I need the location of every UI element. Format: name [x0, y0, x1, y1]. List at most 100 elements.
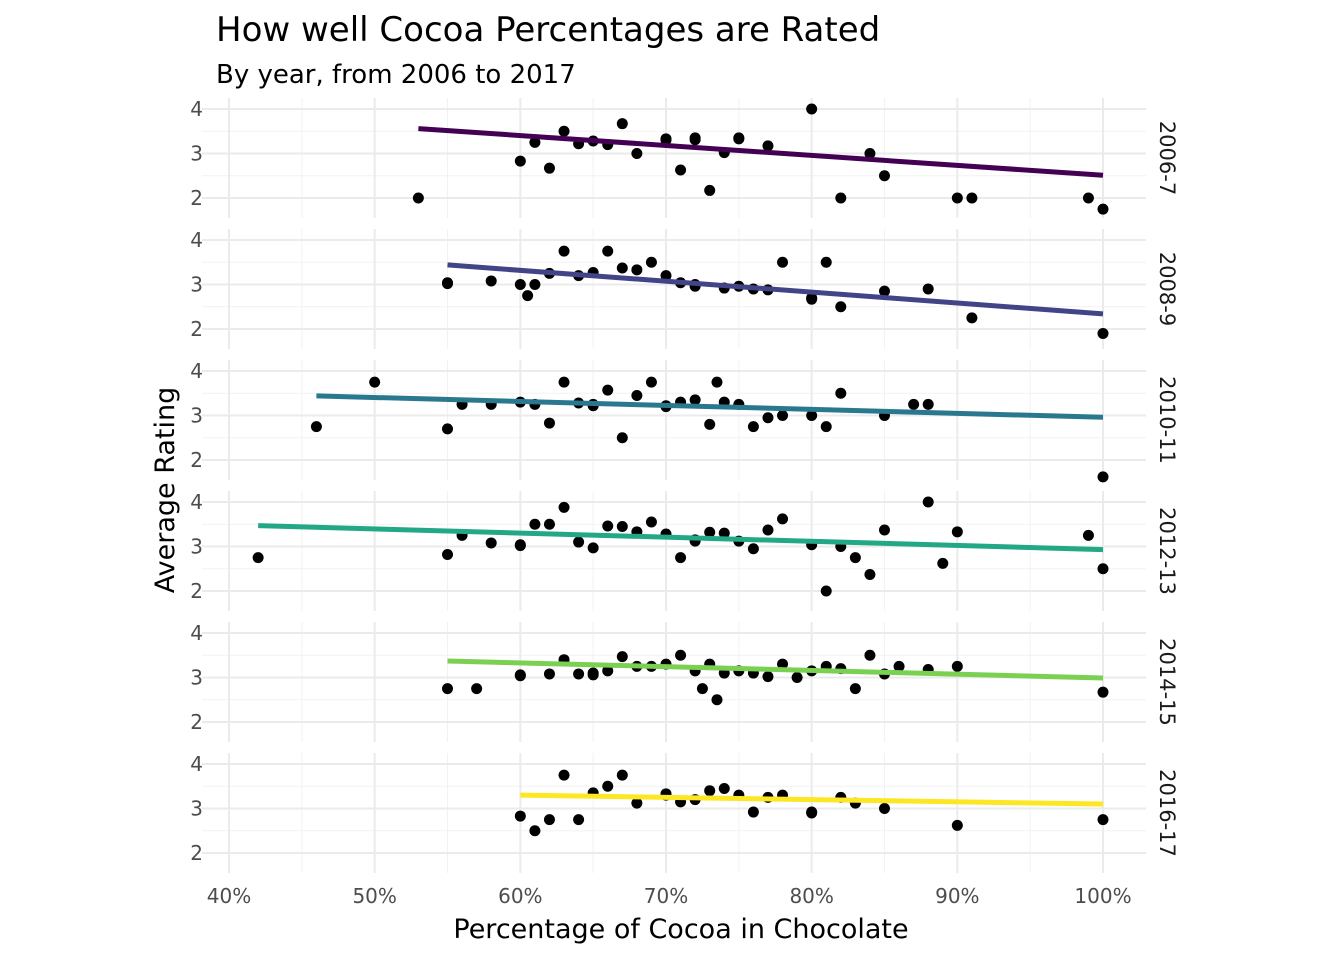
data-point [529, 136, 541, 148]
y-tick-label: 3 [190, 273, 203, 297]
data-point [602, 780, 614, 792]
data-point [747, 421, 759, 433]
facet-strip-label: 2010-11 [1155, 376, 1179, 464]
data-point [543, 162, 555, 174]
x-tick-label: 70% [644, 884, 688, 908]
data-point [762, 412, 774, 424]
y-tick-label: 2 [190, 186, 203, 210]
data-point [704, 418, 716, 430]
y-tick-label: 4 [190, 621, 203, 645]
trend-line [447, 262, 1104, 317]
data-point [1097, 686, 1109, 698]
data-point [689, 394, 701, 406]
data-point [543, 417, 555, 429]
data-point [922, 283, 934, 295]
data-point [806, 807, 818, 819]
data-point [558, 376, 570, 388]
facet-strip-label: 2016-17 [1155, 769, 1179, 857]
data-point [777, 256, 789, 268]
data-point [442, 683, 453, 695]
y-axis-title: Average Rating [150, 387, 181, 594]
data-point [951, 526, 963, 538]
data-point [711, 376, 723, 388]
data-point [514, 810, 526, 822]
data-point [879, 285, 890, 297]
x-tick-label: 80% [789, 884, 833, 908]
x-axis: 40% 50% 60% 70% 80% 90% 100% [207, 884, 1132, 908]
data-point [951, 819, 963, 831]
data-point [762, 140, 774, 152]
data-point [602, 665, 614, 677]
data-point [645, 516, 657, 528]
data-point [689, 134, 701, 146]
data-point [820, 256, 832, 268]
data-point [558, 125, 570, 137]
data-point [951, 192, 963, 204]
data-point [522, 290, 534, 302]
facet-strip-label: 2012-13 [1155, 507, 1179, 595]
data-point [660, 270, 672, 282]
data-point [514, 279, 526, 290]
data-point [908, 398, 920, 410]
data-point [777, 513, 789, 525]
y-tick-label: 2 [190, 448, 203, 472]
data-point [893, 660, 905, 672]
data-point [616, 769, 628, 781]
y-tick-label: 2 [190, 841, 203, 865]
y-tick-label: 3 [190, 142, 203, 166]
data-point [820, 421, 832, 433]
data-point [864, 148, 876, 159]
data-point [1082, 529, 1094, 541]
data-point [573, 668, 585, 680]
data-point [543, 518, 555, 530]
trend-line [258, 523, 1104, 553]
x-axis-title: Percentage of Cocoa in Chocolate [453, 914, 908, 945]
chart-title: How well Cocoa Percentages are Rated [216, 10, 880, 50]
data-point [645, 376, 657, 388]
facet-strip-label: 2008-9 [1155, 252, 1179, 326]
x-tick-label: 100% [1074, 884, 1131, 908]
y-tick-label: 2 [190, 579, 203, 603]
data-point [711, 694, 723, 706]
x-tick-label: 40% [207, 884, 251, 908]
data-point [849, 552, 861, 564]
data-point [879, 524, 890, 536]
data-point [937, 557, 949, 569]
data-point [747, 543, 759, 555]
data-point [514, 670, 526, 682]
facet-panel-2006-7: 2 3 4 2006-7 [190, 97, 1179, 218]
x-tick-label: 50% [352, 884, 396, 908]
data-point [587, 542, 599, 554]
data-point [558, 769, 570, 781]
trend-line [520, 792, 1104, 807]
data-point [806, 103, 818, 115]
chart-subtitle: By year, from 2006 to 2017 [216, 60, 576, 90]
facet-strip-label: 2014-15 [1155, 638, 1179, 726]
data-point [616, 432, 628, 444]
data-point [573, 536, 585, 548]
data-point [1097, 471, 1109, 483]
data-point [951, 660, 963, 672]
y-tick-label: 4 [190, 490, 203, 514]
facet-panel-2010-11: 2 3 4 2010-11 [190, 359, 1179, 483]
data-point [879, 170, 890, 182]
data-point [529, 518, 541, 530]
y-tick-label: 2 [190, 710, 203, 734]
data-point [704, 184, 716, 196]
facet-panel-2016-17: 2 3 4 2016-17 [190, 752, 1179, 873]
data-point [369, 376, 381, 388]
y-tick-label: 4 [190, 359, 203, 383]
data-point [806, 293, 818, 305]
facet-panel-2012-13: 2 3 4 2012-13 [190, 490, 1179, 611]
facet-panels: 2 3 4 2006-7 2 3 4 2008-9 2 3 4 2010-11 2 3 4 2012-13 2 3… [190, 97, 1179, 873]
data-point [922, 398, 934, 410]
data-point [1097, 814, 1109, 826]
data-point [485, 537, 497, 549]
data-point [1097, 563, 1109, 575]
data-point [645, 256, 657, 268]
data-point [777, 658, 789, 670]
data-point [675, 164, 687, 176]
data-point [864, 569, 876, 581]
data-point [718, 782, 730, 794]
y-tick-label: 3 [190, 535, 203, 559]
